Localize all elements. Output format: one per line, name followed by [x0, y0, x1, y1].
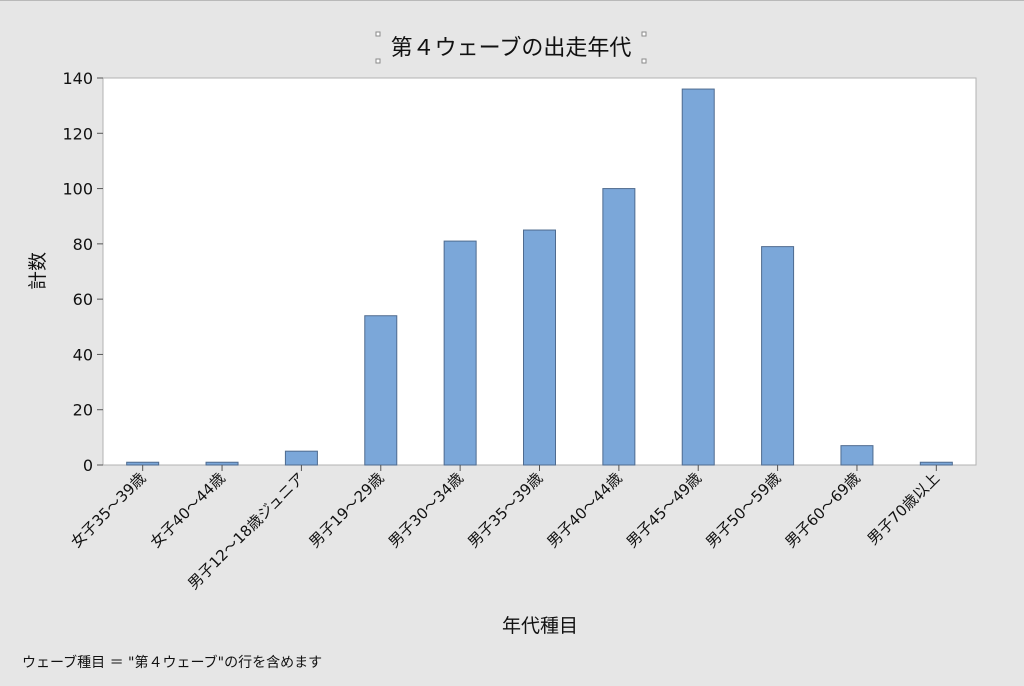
- y-axis-ticks: 0 20 40 60 80 100 120 140: [62, 69, 103, 475]
- footnote: ウェーブ種目 ＝ "第４ウェーブ"の行を含めます: [22, 654, 322, 671]
- x-category-label: 男子30～34歳: [385, 469, 467, 551]
- bar-8[interactable]: [761, 246, 795, 466]
- title-handle-bl[interactable]: [375, 58, 381, 64]
- y-tick-label: 20: [73, 401, 93, 420]
- title-handle-tr[interactable]: [641, 31, 647, 37]
- x-category-label: 男子40～44歳: [544, 469, 626, 551]
- x-category-label: 男子35～39歳: [464, 469, 546, 551]
- bar-3[interactable]: [364, 315, 398, 466]
- bar-7[interactable]: [681, 88, 715, 466]
- title-handle-br[interactable]: [641, 58, 647, 64]
- x-category-label: 女子35～39歳: [67, 469, 149, 551]
- y-tick-label: 80: [73, 235, 93, 254]
- y-tick-label: 100: [62, 180, 93, 199]
- bar-10[interactable]: [919, 461, 953, 466]
- x-category-label: 男子45～49歳: [623, 469, 705, 551]
- bar-9[interactable]: [840, 445, 874, 466]
- y-tick-label: 120: [62, 124, 93, 143]
- y-axis-label: 計数: [27, 252, 49, 290]
- y-tick-label: 140: [62, 69, 93, 88]
- bar-1[interactable]: [205, 461, 239, 466]
- y-tick-label: 60: [73, 290, 93, 309]
- chart-title[interactable]: 第４ウェーブの出走年代: [391, 36, 632, 61]
- y-tick-label: 40: [73, 345, 93, 364]
- bars-group: [126, 88, 953, 466]
- y-tick-label: 0: [83, 456, 93, 475]
- x-category-label: 男子60～69歳: [782, 469, 864, 551]
- title-handle-tl[interactable]: [375, 31, 381, 37]
- bar-4[interactable]: [443, 240, 477, 466]
- bar-6[interactable]: [602, 188, 636, 466]
- x-category-label: 男子50～59歳: [702, 469, 784, 551]
- x-category-label: 男子19～29歳: [305, 469, 387, 551]
- x-category-label: 男子70歳以上: [864, 469, 943, 548]
- x-category-label: 女子40～44歳: [147, 469, 229, 551]
- bar-5[interactable]: [523, 229, 556, 466]
- x-axis-label: 年代種目: [502, 615, 578, 637]
- bar-0[interactable]: [126, 461, 160, 466]
- x-axis-ticks: 女子35～39歳女子40～44歳男子12～18歳ジュニア男子19～29歳男子30…: [67, 465, 943, 593]
- bar-2[interactable]: [284, 450, 318, 466]
